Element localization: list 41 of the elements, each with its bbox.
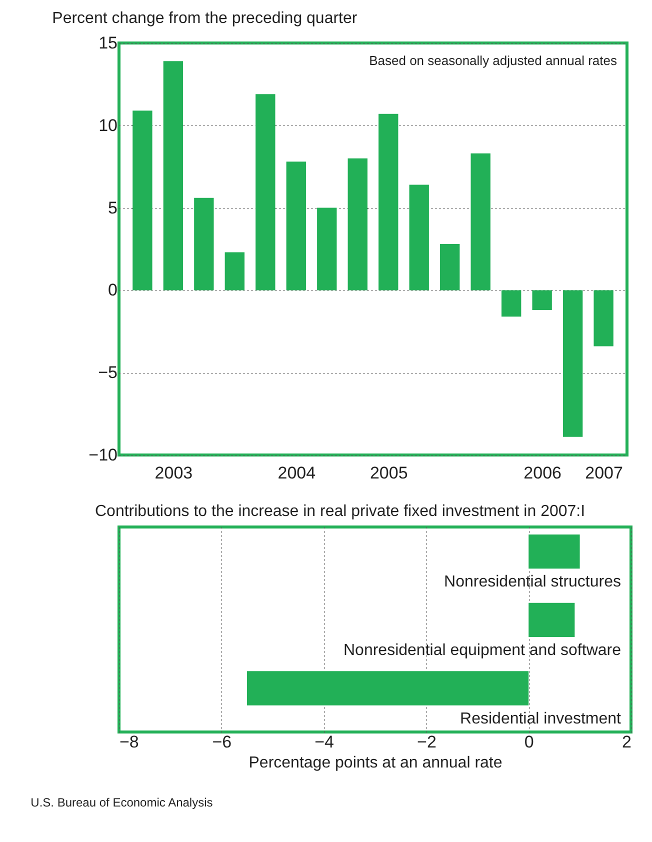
- annotation: Based on seasonally adjusted annual rates: [369, 53, 618, 68]
- x-tick-label: −8: [120, 732, 139, 752]
- bar: [470, 153, 490, 290]
- chart-title: Percent change from the preceding quarter: [52, 10, 358, 27]
- x-tick-label: 2: [622, 732, 632, 752]
- bar: [224, 252, 245, 290]
- bar: [348, 158, 368, 290]
- x-tick-label: 0: [524, 732, 534, 752]
- y-tick-label: −5: [98, 363, 118, 382]
- bar: [594, 290, 614, 346]
- x-tick-label: −6: [212, 732, 232, 752]
- x-tick-label: 2007: [585, 464, 623, 482]
- y-tick-label: 10: [98, 116, 118, 135]
- bar: [286, 162, 306, 290]
- y-tick-label: 0: [108, 280, 118, 300]
- y-tick-label: Nonresidential structures: [444, 574, 621, 591]
- bar: [317, 208, 337, 290]
- x-tick-label: −4: [314, 732, 334, 752]
- x-tick-label: 2004: [278, 464, 316, 482]
- y-tick-label: −10: [88, 446, 118, 464]
- text: U.S. Bureau of Economic Analysis: [30, 796, 213, 810]
- bar: [501, 290, 522, 317]
- bar: [440, 244, 460, 290]
- y-tick-label: Residential investment: [460, 710, 622, 728]
- x-tick-label: −2: [417, 732, 436, 752]
- bar: [378, 114, 398, 290]
- bar: [132, 110, 152, 290]
- bar: [163, 61, 184, 290]
- y-tick-label: Nonresidential equipment and software: [344, 642, 622, 659]
- bar: [532, 290, 552, 310]
- y-tick-label: 15: [98, 34, 118, 52]
- x-tick-label: 2006: [524, 464, 562, 482]
- y-tick-label: 5: [108, 198, 118, 218]
- bar: [409, 184, 429, 290]
- chart-title: Contributions to the increase in real private fixed investment in 2007:I: [95, 503, 586, 520]
- bar: [256, 94, 276, 290]
- x-tick-label: 2005: [370, 464, 408, 482]
- x-axis-title: Percentage points at an annual rate: [248, 754, 502, 772]
- bar: [194, 198, 214, 290]
- x-tick-label: 2003: [154, 464, 193, 482]
- bar: [562, 290, 583, 437]
